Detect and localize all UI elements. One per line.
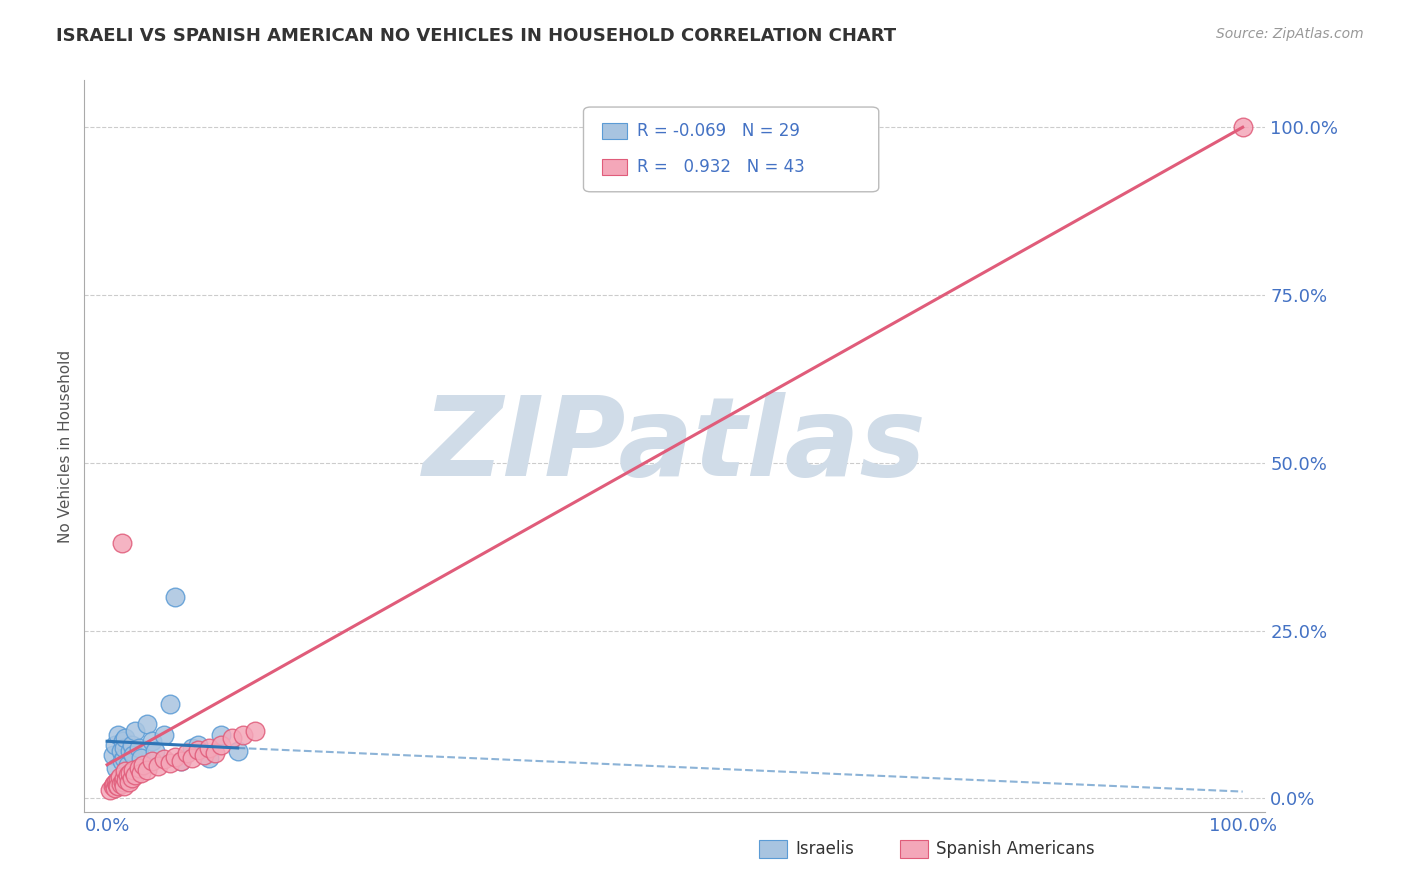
Point xyxy=(105,774,128,789)
Point xyxy=(124,724,146,739)
Text: Source: ZipAtlas.com: Source: ZipAtlas.com xyxy=(1216,27,1364,41)
Point xyxy=(141,755,163,769)
Text: ISRAELI VS SPANISH AMERICAN NO VEHICLES IN HOUSEHOLD CORRELATION CHART: ISRAELI VS SPANISH AMERICAN NO VEHICLES … xyxy=(56,27,897,45)
Point xyxy=(100,783,122,797)
Point xyxy=(112,741,135,756)
Point xyxy=(111,774,134,789)
Point xyxy=(159,698,181,712)
Point xyxy=(232,727,254,741)
Point xyxy=(111,755,134,769)
Point xyxy=(104,738,127,752)
Text: Spanish Americans: Spanish Americans xyxy=(936,840,1095,858)
Point xyxy=(114,731,136,745)
Point xyxy=(170,755,193,769)
Point xyxy=(193,747,215,762)
Point xyxy=(170,755,193,769)
Point xyxy=(1232,120,1254,135)
Point xyxy=(143,744,166,758)
Point xyxy=(181,751,204,765)
Point xyxy=(153,727,176,741)
Point xyxy=(159,756,181,771)
Point xyxy=(121,771,143,785)
Point xyxy=(187,743,209,757)
Point xyxy=(187,738,209,752)
Point xyxy=(198,751,221,765)
Point xyxy=(121,738,143,752)
Point xyxy=(112,771,135,785)
Point xyxy=(132,757,155,772)
Point xyxy=(112,751,135,765)
Point xyxy=(129,765,152,780)
Point xyxy=(101,747,124,762)
Point xyxy=(110,744,132,758)
Point xyxy=(181,741,204,756)
Point xyxy=(204,746,226,760)
Point xyxy=(165,749,187,764)
Y-axis label: No Vehicles in Household: No Vehicles in Household xyxy=(58,350,73,542)
Point xyxy=(105,778,128,792)
Point xyxy=(107,772,129,787)
Point xyxy=(111,734,134,748)
Point xyxy=(209,738,232,752)
Point xyxy=(104,781,127,796)
Point xyxy=(165,590,187,604)
Point xyxy=(107,779,129,793)
Point xyxy=(124,768,146,782)
Point xyxy=(118,744,141,758)
Point xyxy=(129,751,152,765)
Point xyxy=(153,752,176,766)
Point xyxy=(118,774,141,789)
Point xyxy=(110,776,132,790)
Point xyxy=(135,763,157,777)
Point xyxy=(117,768,139,782)
Point xyxy=(243,724,266,739)
Point xyxy=(108,770,131,784)
Point xyxy=(198,741,221,756)
Point xyxy=(128,761,150,775)
Point xyxy=(122,747,145,762)
Point xyxy=(112,779,135,793)
Point xyxy=(135,717,157,731)
Point xyxy=(101,779,124,793)
Point xyxy=(221,731,243,745)
Text: ZIPatlas: ZIPatlas xyxy=(423,392,927,500)
Point xyxy=(148,759,170,773)
Point xyxy=(122,763,145,777)
Point xyxy=(107,727,129,741)
Point xyxy=(103,776,125,790)
Text: R =   0.932   N = 43: R = 0.932 N = 43 xyxy=(637,158,804,176)
Point xyxy=(111,536,134,550)
Point xyxy=(226,744,249,758)
Point xyxy=(176,746,198,760)
Point xyxy=(105,761,128,775)
Point xyxy=(128,741,150,756)
Text: R = -0.069   N = 29: R = -0.069 N = 29 xyxy=(637,122,800,140)
Point xyxy=(118,765,141,780)
Point xyxy=(209,727,232,741)
Text: Israelis: Israelis xyxy=(796,840,855,858)
Point xyxy=(117,757,139,772)
Point xyxy=(141,734,163,748)
Point xyxy=(114,764,136,779)
Point xyxy=(115,772,138,787)
